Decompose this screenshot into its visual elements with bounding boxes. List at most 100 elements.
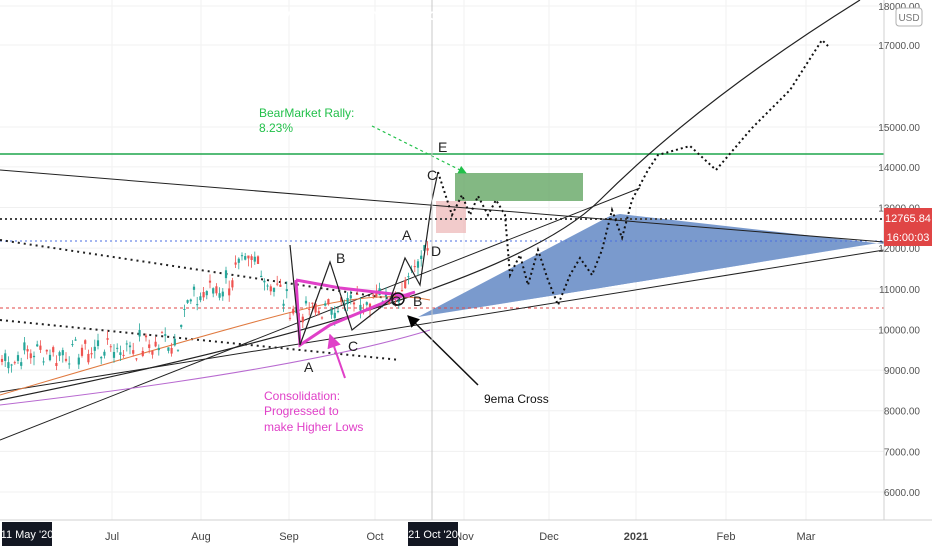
candle-body (320, 317, 324, 319)
time-axis[interactable] (0, 520, 932, 550)
candle-body (218, 293, 221, 298)
candle-body (260, 275, 263, 278)
wave-c-low-label: C (348, 338, 358, 354)
candle-body (311, 302, 314, 304)
consolidation-arrow (327, 333, 346, 379)
candle-body (7, 362, 10, 369)
candle-body (372, 294, 375, 296)
projection-path (437, 38, 829, 308)
wave-b-top-label: B (336, 250, 345, 266)
candle-body (13, 362, 16, 364)
candle-body (36, 344, 39, 347)
candle-body (272, 287, 276, 292)
candle-body (234, 262, 237, 265)
currency-label: USD (898, 13, 919, 24)
price-tick-label: 12000.00 (878, 244, 920, 255)
candle-body (426, 248, 429, 251)
candle-body (327, 299, 330, 305)
ema-cross-marker (391, 292, 405, 306)
candle-body (180, 324, 183, 327)
candle-body (84, 340, 87, 344)
candle-body (314, 303, 317, 313)
wave-b-mid-label: B (413, 293, 422, 309)
rally-title: BearMarket Rally: (259, 106, 354, 120)
candle-body (288, 317, 292, 319)
candle-body (58, 352, 61, 356)
price-tick-label: 15000.00 (878, 123, 920, 134)
candle-body (48, 354, 52, 361)
rally-box (455, 173, 583, 201)
candle-body (141, 350, 144, 356)
candle-body (324, 303, 327, 306)
candle-body (39, 345, 42, 350)
candle-body (164, 334, 167, 336)
candle-body (292, 308, 295, 314)
wave-a-top-label: A (402, 227, 412, 243)
price-tick-label: 8000.00 (884, 407, 921, 418)
candle-body (96, 340, 100, 347)
candle-body (154, 341, 157, 347)
candle-body (400, 290, 404, 292)
candle-body (208, 280, 212, 283)
wave-path (289, 171, 439, 346)
candle-body (285, 289, 288, 292)
candle-body (192, 286, 196, 290)
wave-a-low-label: A (304, 359, 314, 375)
candle-body (61, 350, 64, 356)
consolidation-line-1: Consolidation: (264, 389, 340, 403)
time-axis-ticks: Jul Aug Sep Oct Nov Dec 2021 Feb Mar (105, 531, 816, 543)
candle-body (282, 303, 285, 306)
candle-body (423, 245, 426, 251)
candle-body (10, 364, 13, 366)
price-tick-label: 6000.00 (884, 488, 921, 499)
wave-c-top-label: C (427, 167, 437, 183)
candle-body (397, 301, 400, 303)
candle-body (205, 291, 208, 296)
moving-average-short (0, 296, 431, 396)
candle-body (151, 350, 154, 355)
candle-body (301, 316, 304, 323)
candle-body (122, 354, 125, 356)
candle-body (308, 308, 311, 310)
candle-body (176, 349, 180, 351)
candle-body (333, 312, 336, 319)
ema-cross-label: 9ema Cross (484, 392, 549, 406)
candle-body (336, 311, 340, 313)
candle-body (138, 330, 141, 337)
price-axis[interactable] (884, 0, 932, 520)
currency-badge[interactable] (895, 7, 923, 27)
candle-body (330, 309, 333, 315)
countdown-badge (884, 228, 932, 246)
cursor-date-badge (408, 522, 458, 546)
candle-body (170, 347, 173, 354)
dotted-trendline-upper (0, 239, 401, 301)
candle-body (109, 346, 112, 348)
candle-body (356, 293, 359, 295)
cursor-date-label: 21 Oct '20 (408, 529, 458, 541)
time-tick-label: 2021 (624, 531, 648, 543)
candle-body (26, 349, 29, 352)
candle-body (304, 300, 308, 304)
candle-body (244, 256, 247, 260)
candle-body (224, 270, 228, 279)
price-tick-label: 9000.00 (884, 366, 921, 377)
candle-body (266, 285, 269, 287)
candle-body (352, 302, 356, 305)
candle-body (80, 347, 84, 356)
candle-body (100, 357, 103, 359)
candle-body (317, 311, 320, 314)
candle-body (4, 353, 7, 361)
last-price-value: 12765.84 (885, 213, 931, 225)
wedge-fill-upper (418, 214, 884, 317)
candle-body (112, 352, 116, 358)
wave-d-label: D (431, 243, 441, 259)
countdown-value: 16:00:03 (887, 232, 930, 244)
price-tick-label: 10000.00 (878, 325, 920, 336)
candle-body (231, 280, 234, 288)
candle-body (20, 362, 23, 366)
dotted-trendline-lower (0, 319, 401, 361)
candle-body (340, 297, 343, 302)
candle-body (407, 276, 410, 278)
